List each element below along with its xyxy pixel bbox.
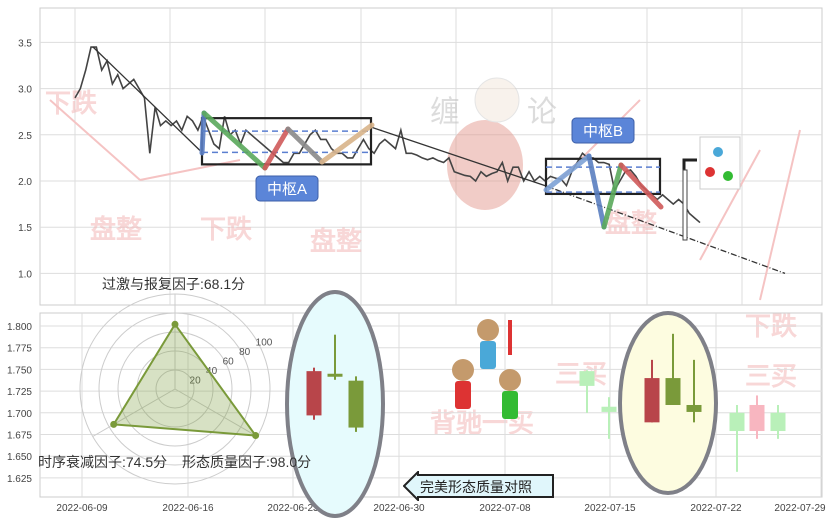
bi-segment xyxy=(199,110,207,156)
bi-segment xyxy=(543,153,592,193)
trend-line xyxy=(371,126,546,187)
bottom-x-tick-label: 2022-07-22 xyxy=(690,503,742,514)
dog-body-icon xyxy=(480,341,496,369)
cartoon-dog-icon xyxy=(713,147,723,157)
bottom-x-tick-label: 2022-07-08 xyxy=(479,503,531,514)
bi-segment xyxy=(586,153,607,230)
bi-segment xyxy=(601,162,624,230)
left-arrow-icon xyxy=(403,471,554,501)
dog-body-icon xyxy=(455,381,471,409)
zhongshu-label-box xyxy=(571,117,635,144)
hammer-icon xyxy=(508,320,512,355)
candle-body xyxy=(770,412,786,432)
radar-axis xyxy=(174,388,258,437)
radar-area xyxy=(112,322,258,437)
bottom-x-tick-label: 2022-06-23 xyxy=(267,503,319,514)
bottom-y-tick-label: 1.800 xyxy=(7,322,32,333)
bi-segment xyxy=(285,126,325,165)
cartoon-dog-icon xyxy=(723,171,733,181)
candle-body xyxy=(749,404,765,432)
radar-ring-label: 40 xyxy=(206,366,218,377)
candle-body xyxy=(327,373,343,377)
dog-head-icon xyxy=(452,359,474,381)
zhongshu-label: 中枢B xyxy=(583,123,623,140)
price-line xyxy=(74,46,701,224)
zhongshu-label-box xyxy=(255,175,319,202)
zhongshu-box xyxy=(544,157,662,196)
radar-chart: 20 40 60 80 100 过激与报复因子:68.1分形态质量因子:98.0分时序衰减… xyxy=(38,276,311,485)
zhongshu-label: 中枢A xyxy=(267,181,307,198)
watermark-text: 盘整 xyxy=(90,214,142,244)
signal-bar xyxy=(682,169,688,241)
reference-highlight-ellipse xyxy=(285,290,385,518)
candle-body xyxy=(729,412,745,432)
bottom-x-tick-label: 2022-07-29 xyxy=(774,503,826,514)
dog-head-icon xyxy=(499,369,521,391)
bottom-y-tick-label: 1.650 xyxy=(7,452,32,463)
dog-head-icon xyxy=(477,319,499,341)
candle-body xyxy=(644,378,660,423)
bottom-y-tick-label: 1.775 xyxy=(7,344,32,355)
logo-text-lun: 论 xyxy=(527,96,557,129)
top-y-tick-label: 3.5 xyxy=(18,38,32,49)
candle-body xyxy=(686,404,702,412)
watermark-arrow xyxy=(49,99,141,181)
radar-point xyxy=(171,320,179,328)
radar-point xyxy=(110,420,118,428)
watermark-text: 三买 xyxy=(745,361,797,391)
radar-ring-label: 20 xyxy=(190,376,202,387)
radar-ring-label: 80 xyxy=(239,347,251,358)
bottom-y-tick-label: 1.675 xyxy=(7,431,32,442)
bottom-y-tick-label: 1.625 xyxy=(7,474,32,485)
watermark-text: 下跌 xyxy=(200,214,252,244)
bottom-x-tick-label: 2022-06-16 xyxy=(162,503,214,514)
bi-segment xyxy=(319,122,375,165)
radar-factor-label: 过激与报复因子:68.1分 xyxy=(102,276,245,292)
bottom-y-tick-label: 1.700 xyxy=(7,409,32,420)
cartoon-dogs-image xyxy=(452,319,521,419)
bi-segment xyxy=(262,126,291,171)
cartoon-thumbnail xyxy=(699,136,741,190)
watermark-arrow xyxy=(699,149,761,261)
watermark-arrow xyxy=(759,129,801,301)
watermark-text: 盘整 xyxy=(605,208,657,238)
bottom-y-tick-label: 1.725 xyxy=(7,387,32,398)
logo-head xyxy=(474,77,520,123)
bi-segment xyxy=(201,110,268,171)
radar-point xyxy=(252,432,260,440)
candle-body xyxy=(306,371,322,416)
bottom-x-tick-label: 2022-06-30 xyxy=(373,503,425,514)
bottom-x-tick-label: 2022-07-15 xyxy=(584,503,636,514)
watermark-text: 盘整 xyxy=(310,226,362,256)
logo-text-chan: 缠 xyxy=(430,96,460,129)
dog-body-icon xyxy=(502,391,518,419)
radar-factor-label: 时序衰减因子:74.5分 xyxy=(38,454,167,470)
radar-factor-label: 形态质量因子:98.0分 xyxy=(182,454,311,470)
candle-body xyxy=(348,380,364,428)
top-y-tick-label: 3.0 xyxy=(18,85,32,96)
candle-body xyxy=(601,406,617,412)
top-y-tick-label: 2.5 xyxy=(18,131,32,142)
radar-ring-label: 100 xyxy=(256,338,273,349)
bi-segment xyxy=(618,162,664,210)
candle-body xyxy=(665,378,681,405)
top-y-tick-label: 1.0 xyxy=(18,269,32,280)
bottom-y-tick-label: 1.750 xyxy=(7,365,32,376)
radar-axis xyxy=(92,388,176,437)
compare-label: 完美形态质量对照 xyxy=(420,479,532,495)
candle-body xyxy=(579,371,595,386)
trend-line xyxy=(544,185,786,275)
cartoon-dog-icon xyxy=(705,167,715,177)
bottom-x-tick-label: 2022-06-09 xyxy=(56,503,108,514)
top-y-tick-label: 1.5 xyxy=(18,223,32,234)
radar-ring-label: 60 xyxy=(223,357,235,368)
compare-label-arrow: 完美形态质量对照 xyxy=(403,471,555,501)
top-y-tick-label: 2.0 xyxy=(18,177,32,188)
trend-line xyxy=(92,46,201,151)
